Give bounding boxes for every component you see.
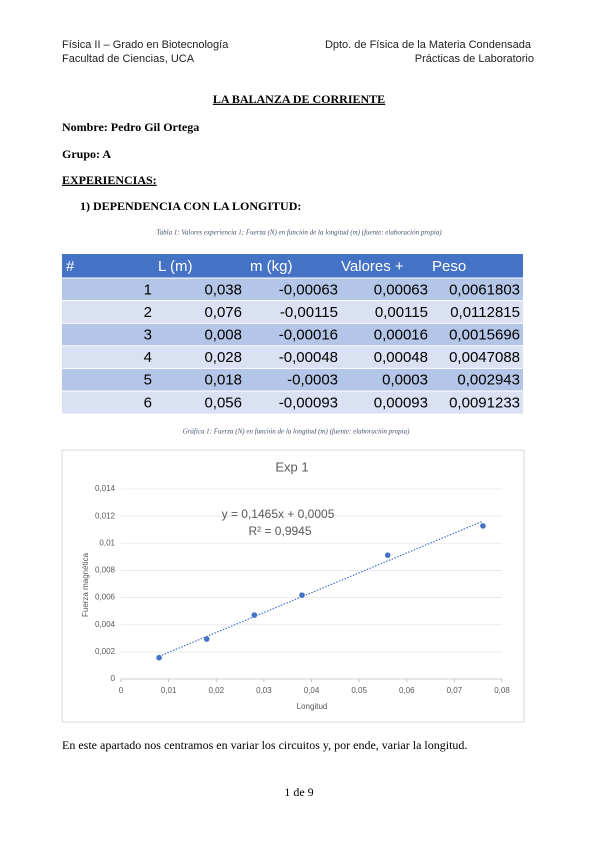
table-header-cell: m (kg) [250, 258, 293, 275]
y-tick-label: 0,014 [95, 484, 116, 493]
table-cell: -0,00016 [279, 326, 338, 343]
table-cell: 2 [144, 304, 152, 321]
table-row-bg [62, 278, 523, 301]
section: EXPERIENCIAS: [62, 173, 157, 187]
data-point [251, 612, 258, 618]
table-cell: -0,00048 [279, 349, 338, 366]
x-tick-label: 0,01 [161, 686, 177, 695]
table-cell: 0,00016 [374, 326, 428, 343]
table-header-cell: L (m) [158, 258, 192, 275]
table-cell: 0,00093 [374, 394, 428, 411]
trend-equation: y = 0,1465x + 0,0005 [222, 507, 335, 521]
header-right: Dpto. de Física de la Materia Condensada [325, 39, 532, 51]
table-cell: 0,076 [204, 304, 242, 321]
header-left: Física II – Grado en Biotecnología [62, 39, 229, 51]
x-tick-label: 0,02 [208, 686, 224, 695]
data-point [203, 636, 210, 642]
r-squared: R² = 0,9945 [248, 524, 311, 538]
data-point [156, 654, 162, 661]
table-row-bg [62, 345, 523, 369]
table-cell: 0,028 [204, 349, 242, 366]
table-cell: 3 [144, 326, 152, 343]
y-tick-label: 0,006 [95, 593, 116, 602]
group: Grupo: A [62, 147, 111, 161]
table-cell: 0,00048 [374, 349, 428, 366]
table-row-bg [62, 368, 523, 391]
table-cell: 0,0047088 [449, 349, 520, 366]
x-tick-label: 0,04 [304, 686, 320, 695]
subsection: 1) DEPENDENCIA CON LA LONGITUD: [80, 199, 301, 213]
y-axis-label: Fuerza magnética [81, 552, 90, 617]
table-header-cell: # [66, 258, 75, 275]
table-cell: 0,0091233 [449, 394, 520, 411]
data-point [384, 552, 391, 558]
chart-frame [61, 449, 525, 723]
table-header-cell: Valores + [341, 258, 404, 275]
paragraph: En este apartado nos centramos en variar… [62, 738, 467, 752]
header-right: Prácticas de Laboratorio [415, 53, 534, 65]
x-tick-label: 0,07 [447, 686, 463, 695]
table-cell: -0,00063 [279, 281, 338, 298]
table-cell: 0,008 [204, 326, 242, 343]
table-cell: 0,018 [204, 372, 242, 389]
data-point [480, 523, 486, 529]
x-tick-label: 0,03 [256, 686, 272, 695]
table-header-cell: Peso [432, 258, 466, 275]
y-tick-label: 0,004 [95, 620, 116, 629]
table-row-bg [62, 323, 523, 346]
table-cell: 0,056 [204, 394, 242, 411]
x-tick-label: 0,05 [351, 686, 367, 695]
x-tick-label: 0,06 [399, 686, 415, 695]
table-cell: 0,00115 [375, 304, 428, 321]
footer: 1 de 9 [284, 785, 313, 799]
chart-title: Exp 1 [275, 459, 308, 474]
table-cell: 0,0112815 [450, 304, 520, 321]
x-tick-label: 0 [119, 686, 124, 695]
header-left: Facultad de Ciencias, UCA [62, 53, 195, 65]
data-point [299, 592, 305, 598]
table-cell: 0,038 [204, 281, 242, 298]
x-axis-label: Longitud [297, 702, 328, 711]
table-cell: 4 [144, 349, 152, 366]
table-cell: 0,0003 [382, 372, 428, 389]
table-cell: 6 [144, 394, 152, 411]
table-cell: 0,00063 [374, 281, 428, 298]
y-tick-label: 0,002 [95, 647, 116, 656]
y-tick-label: 0,012 [95, 511, 116, 520]
table-cell: 1 [144, 281, 152, 298]
y-tick-label: 0,01 [99, 538, 115, 547]
table-row-bg [62, 391, 523, 414]
y-tick-label: 0,008 [95, 566, 116, 575]
table-row-bg [62, 300, 523, 324]
chart: Exp 1 0 0,002 0,004 0,006 0,008 0,01 0,012 0,014… [81, 459, 510, 711]
table: # L (m) m (kg) Valores + Peso 1 0,038 -0,00063 0… [62, 254, 523, 414]
table-cell: 0,002943 [457, 372, 520, 389]
table-cell: 5 [144, 372, 152, 389]
y-tick-label: 0 [111, 674, 116, 683]
table-cell: 0,0015696 [449, 326, 520, 343]
x-tick-label: 0,08 [494, 686, 510, 695]
table-header-bg [62, 254, 523, 278]
table-cell: -0,0003 [287, 372, 338, 389]
title: LA BALANZA DE CORRIENTE [213, 92, 385, 106]
table-cell: 0,0061803 [449, 281, 520, 298]
table-cell: -0,00093 [279, 394, 338, 411]
figure-caption: Gráfica 1: Fuerza (N) en función de la l… [183, 428, 410, 436]
table-cell: -0,00115 [280, 304, 338, 321]
table-caption: Tabla 1: Valores experiencia 1; Fuerza (… [156, 229, 442, 237]
name: Nombre: Pedro Gil Ortega [62, 120, 199, 134]
trendline [158, 520, 484, 657]
